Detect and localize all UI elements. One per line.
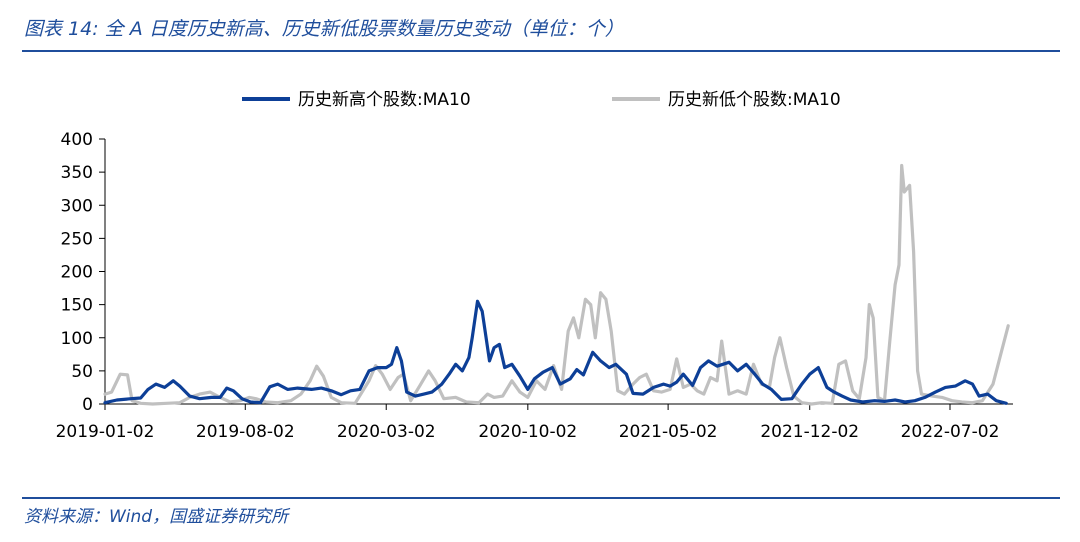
y-tick-label: 50 — [71, 362, 93, 382]
x-tick-label: 2021-05-02 — [619, 422, 718, 442]
y-tick-label: 250 — [61, 229, 93, 249]
y-tick-label: 0 — [82, 395, 93, 415]
series-line-new-high — [103, 299, 1008, 405]
top-rule — [22, 50, 1060, 52]
legend-label: 历史新高个股数:MA10 — [298, 90, 471, 110]
x-tick-label: 2019-01-02 — [56, 422, 155, 442]
plot-area — [103, 163, 1010, 406]
series-line-new-low — [103, 163, 1010, 406]
y-axis: 0 50 100 150 200 250 300 350 400 — [61, 130, 106, 415]
x-axis: 2019-01-02 2019-08-02 2020-03-02 2020-10-02… — [56, 403, 1013, 442]
y-tick-label: 350 — [61, 163, 93, 183]
legend: 历史新高个股数:MA10 历史新低个股数:MA10 — [242, 90, 841, 110]
x-tick-label: 2020-10-02 — [478, 422, 577, 442]
y-tick-label: 100 — [61, 329, 93, 349]
x-tick-label: 2019-08-02 — [196, 422, 295, 442]
source-note: 资料来源：Wind，国盛证券研究所 — [24, 507, 289, 527]
legend-label: 历史新低个股数:MA10 — [668, 90, 841, 110]
x-tick-label: 2020-03-02 — [337, 422, 436, 442]
x-tick-label: 2021-12-02 — [760, 422, 859, 442]
y-tick-label: 200 — [61, 263, 93, 283]
figure-title: 图表 14: 全 A 日度历史新高、历史新低股票数量历史变动（单位：个） — [24, 18, 624, 40]
x-tick-label: 2022-07-02 — [901, 422, 1000, 442]
y-tick-label: 400 — [61, 130, 93, 150]
bottom-rule — [22, 497, 1060, 499]
y-tick-label: 300 — [61, 196, 93, 216]
y-tick-label: 150 — [61, 296, 93, 316]
